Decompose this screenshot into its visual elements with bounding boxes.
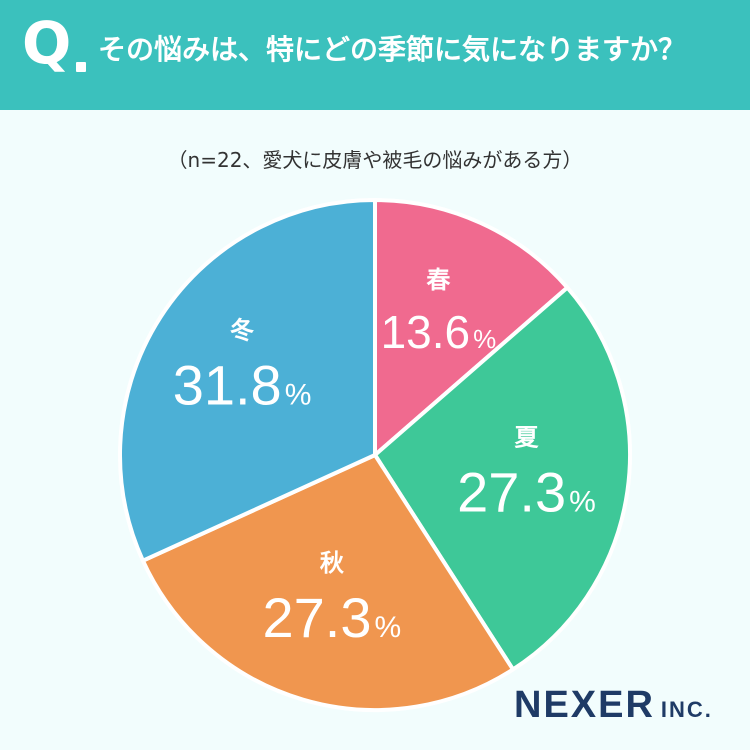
slice-value-label: 13.6%: [381, 306, 497, 358]
slice-category-label: 冬: [230, 316, 254, 344]
q-dot: [76, 62, 86, 72]
question-header: Q その悩みは、特にどの季節に気になりますか？: [0, 0, 750, 110]
pie-slice-4: [118, 198, 377, 563]
slice-value-label: 31.8%: [173, 353, 312, 416]
slice-category-label: 秋: [320, 549, 345, 577]
pie-slice-1: [373, 198, 570, 457]
question-text: その悩みは、特にどの季節に気になりますか？: [98, 33, 687, 66]
q-mark: Q: [22, 9, 72, 77]
slice-value-label: 27.3%: [263, 586, 402, 649]
company-logo: NEXER INC.: [514, 686, 713, 724]
slice-value-label: 27.3%: [457, 461, 596, 524]
slice-category-label: 春: [426, 266, 450, 294]
logo-main-text: NEXER: [514, 684, 655, 726]
pie-slice-2: [373, 285, 632, 672]
logo-sub-text: INC.: [660, 697, 713, 722]
slice-category-label: 夏: [514, 424, 539, 452]
sample-note: （n=22、愛犬に皮膚や被毛の悩みがある方）: [167, 148, 583, 172]
